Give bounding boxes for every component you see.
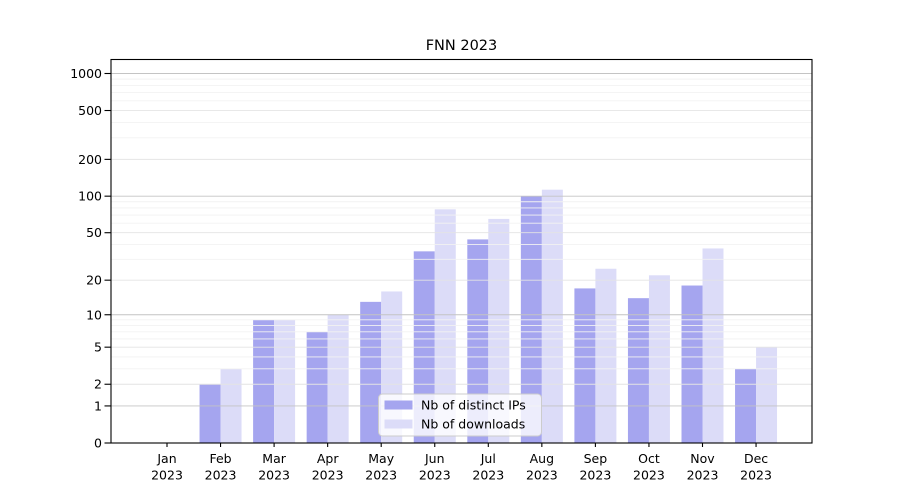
bar-distinct-ips-sep: [574, 288, 596, 443]
y-tick-label: 1: [94, 398, 102, 413]
x-tick-label-year: 2023: [633, 468, 665, 483]
chart-title: FNN 2023: [426, 38, 498, 54]
y-tick-label: 1000: [70, 66, 102, 81]
bar-downloads-apr: [327, 314, 349, 443]
x-tick-label-month: Jun: [424, 451, 445, 466]
x-tick-label-year: 2023: [205, 468, 237, 483]
x-tick-label-month: Jan: [156, 451, 176, 466]
bar-distinct-ips-feb: [199, 384, 221, 443]
x-tick-label-year: 2023: [472, 468, 504, 483]
bar-downloads-aug: [541, 189, 563, 443]
x-tick-label-month: Oct: [638, 451, 660, 466]
bar-downloads-dec: [756, 347, 778, 443]
bar-downloads-jul: [488, 218, 510, 443]
legend-swatch-downloads: [384, 419, 413, 429]
y-tick-label: 2: [94, 377, 102, 392]
x-tick-label-year: 2023: [579, 468, 611, 483]
x-tick-label-month: Sep: [584, 451, 608, 466]
x-tick-label-year: 2023: [740, 468, 772, 483]
x-tick-label-year: 2023: [312, 468, 344, 483]
legend-box: [378, 393, 542, 437]
bar-downloads-nov: [702, 248, 724, 443]
y-tick-label: 50: [86, 225, 102, 240]
x-tick-label-year: 2023: [258, 468, 290, 483]
x-tick-label-month: Jul: [480, 451, 496, 466]
x-tick-label-month: Apr: [317, 451, 339, 466]
x-tick-label-month: May: [368, 451, 394, 466]
x-tick-label-year: 2023: [151, 468, 183, 483]
x-tick-label-year: 2023: [526, 468, 558, 483]
x-tick-label-month: Dec: [744, 451, 768, 466]
y-tick-label: 20: [86, 273, 102, 288]
bar-distinct-ips-apr: [306, 331, 328, 443]
legend-label-downloads: Nb of downloads: [421, 417, 525, 432]
y-tick-label: 0: [94, 436, 102, 451]
x-tick-label-year: 2023: [365, 468, 397, 483]
x-tick-label-year: 2023: [687, 468, 719, 483]
bar-distinct-ips-jul: [467, 239, 489, 443]
axis-ticks-layer: 0 1 2 5 10 20 50 100 200 500 1000 Jan 2023 Feb 2023 Mar…: [70, 66, 772, 483]
x-tick-label-month: Aug: [530, 451, 554, 466]
y-tick-label: 5: [94, 340, 102, 355]
plot-area-border: [110, 58, 813, 444]
bar-distinct-ips-nov: [681, 285, 703, 443]
y-tick-label: 200: [78, 152, 102, 167]
bar-distinct-ips-mar: [253, 319, 275, 443]
y-tick-label: 100: [78, 189, 102, 204]
legend: Nb of distinct IPs Nb of downloads: [378, 393, 542, 437]
legend-label-distinct-ips: Nb of distinct IPs: [421, 398, 526, 413]
y-tick-label: 10: [86, 307, 102, 322]
x-tick-label-month: Nov: [690, 451, 715, 466]
x-tick-label-year: 2023: [419, 468, 451, 483]
gridlines-layer: [111, 73, 812, 407]
bar-downloads-oct: [648, 275, 670, 443]
x-tick-label-month: Feb: [209, 451, 231, 466]
legend-swatch-distinct-ips: [384, 400, 413, 410]
x-tick-label-month: Mar: [262, 451, 286, 466]
bar-distinct-ips-oct: [627, 298, 649, 443]
bar-downloads-mar: [274, 319, 296, 443]
bar-distinct-ips-may: [360, 301, 382, 443]
bar-downloads-sep: [595, 268, 617, 443]
y-tick-label: 500: [78, 103, 102, 118]
